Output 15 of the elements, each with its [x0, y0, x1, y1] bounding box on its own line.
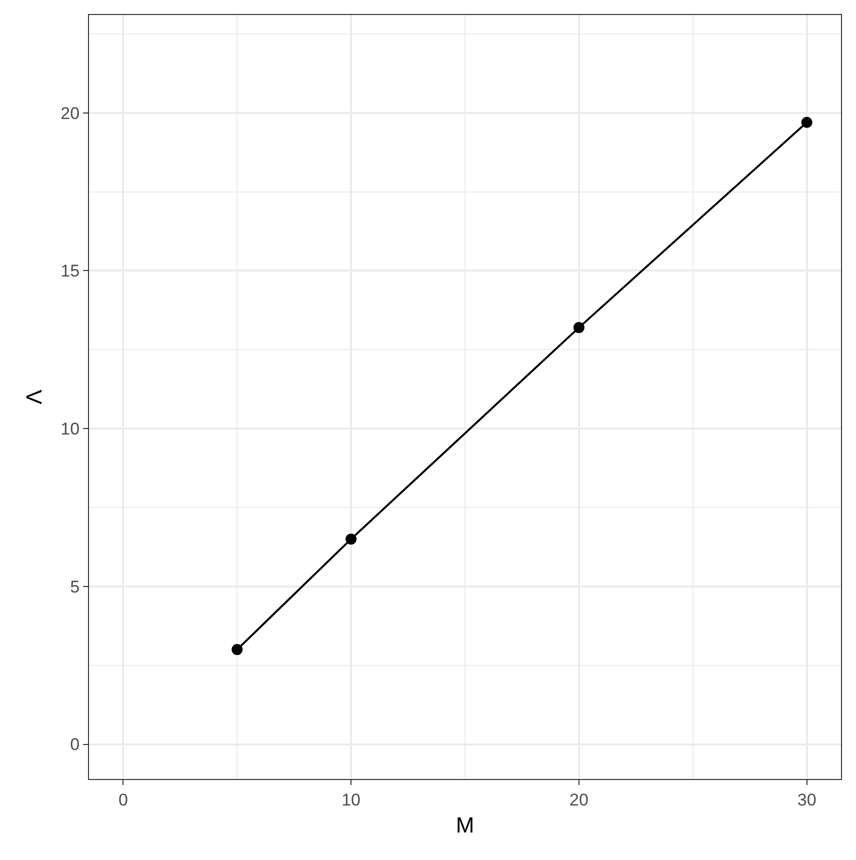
y-tick-label: 5 [70, 577, 80, 596]
point [573, 322, 584, 334]
x-axis-title: M [456, 812, 474, 838]
y-tick-label: 10 [60, 420, 80, 439]
x-tick-label: 10 [342, 790, 361, 810]
y-tick-label: 0 [70, 735, 80, 754]
x-tick-label: 30 [797, 790, 816, 810]
point [346, 534, 357, 545]
point [232, 644, 243, 656]
y-tick-label: 15 [60, 262, 80, 281]
point [801, 116, 812, 128]
y-axis-title: Λ [21, 389, 46, 404]
x-tick-label: 20 [569, 790, 588, 810]
x-tick-label: 0 [118, 790, 128, 810]
y-tick-label: 20 [60, 104, 80, 123]
